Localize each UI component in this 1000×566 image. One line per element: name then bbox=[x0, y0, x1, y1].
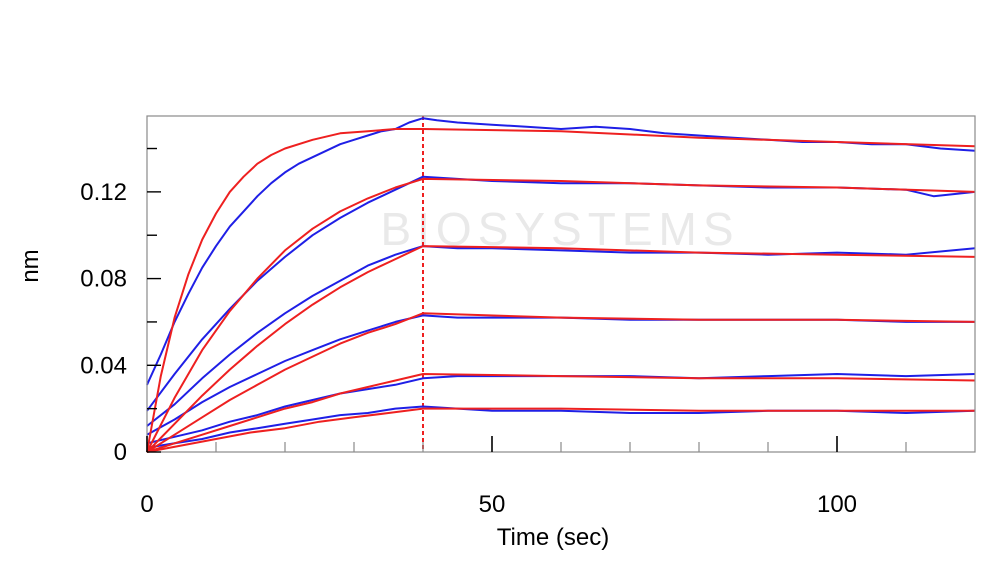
fit-curve-6 bbox=[146, 407, 975, 453]
fit-curve-2 bbox=[146, 177, 976, 453]
y-tick-label: 0.12 bbox=[80, 179, 127, 206]
plot-frame bbox=[146, 115, 976, 453]
fit-curve-5 bbox=[146, 373, 976, 453]
x-tick-label: 0 bbox=[140, 491, 153, 518]
measured-curve-5 bbox=[146, 373, 976, 445]
y-tick-label: 0.04 bbox=[80, 352, 127, 379]
x-axis-title: Time (sec) bbox=[497, 524, 609, 551]
x-tick-label: 100 bbox=[817, 491, 857, 518]
x-tick-label: 50 bbox=[479, 491, 506, 518]
axes: 0 0.04 0.08 0.12 0 50 100 bbox=[80, 115, 976, 518]
fit-curve-4 bbox=[146, 312, 976, 453]
fit-curve-3 bbox=[146, 245, 976, 453]
y-tick-label: 0 bbox=[114, 439, 127, 466]
fit-curve-1 bbox=[146, 128, 976, 453]
y-tick-label: 0.08 bbox=[80, 266, 127, 293]
plot-area bbox=[146, 116, 976, 453]
y-axis-title: nm bbox=[17, 249, 44, 282]
